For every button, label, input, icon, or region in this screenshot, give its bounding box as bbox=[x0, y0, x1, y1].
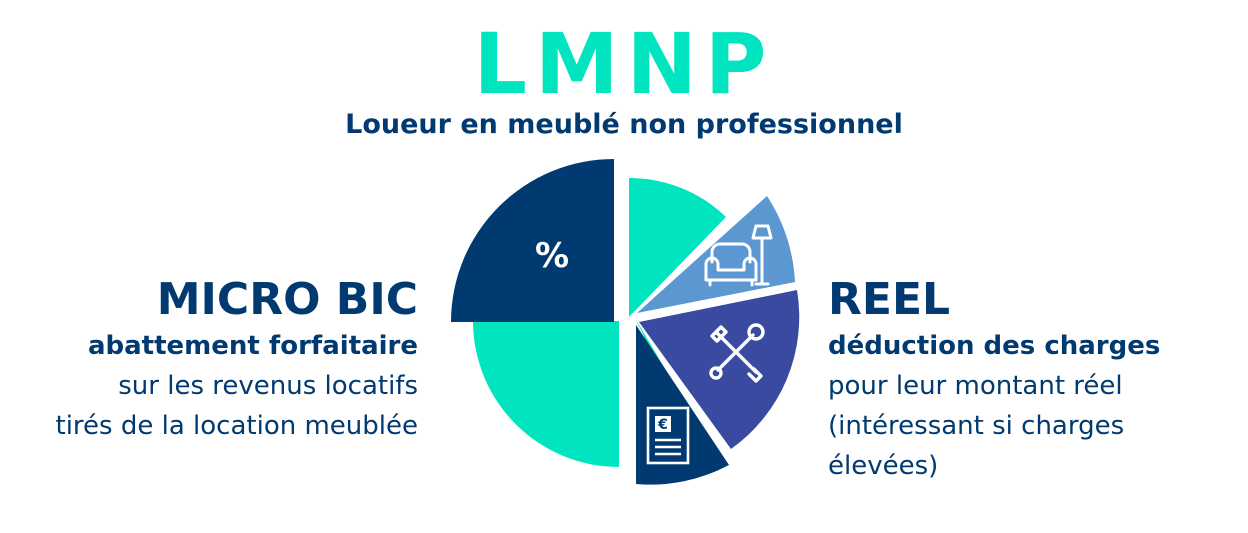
pie-segment-micro-bic-percent bbox=[451, 159, 614, 322]
micro-bic-emphasis: abattement forfaitaire bbox=[87, 331, 418, 361]
reel-line-1: pour leur montant réel bbox=[828, 371, 1123, 401]
tools-icon bbox=[709, 323, 765, 383]
svg-text:€: € bbox=[657, 417, 668, 433]
pie-segment-reel-top bbox=[629, 177, 726, 317]
percent-icon: % bbox=[535, 236, 569, 276]
reel-line-3: élevées) bbox=[828, 451, 939, 481]
armchair-lamp-icon bbox=[704, 224, 773, 287]
reel-emphasis: déduction des charges bbox=[828, 331, 1161, 361]
pie-segment-reel-invoice bbox=[636, 325, 729, 485]
euro-document-icon: € bbox=[646, 406, 690, 465]
reel-block: REEL déduction des charges pour leur mon… bbox=[828, 274, 1228, 486]
reel-line-2: (intéressant si charges bbox=[828, 411, 1125, 441]
pie-segment-micro-bic-lower bbox=[473, 321, 619, 467]
micro-bic-block: MICRO BIC abattement forfaitaire sur les… bbox=[0, 274, 418, 446]
micro-bic-line-2: tirés de la location meublée bbox=[55, 411, 418, 441]
micro-bic-line-1: sur les revenus locatifs bbox=[118, 371, 418, 401]
micro-bic-heading: MICRO BIC bbox=[156, 274, 418, 325]
reel-heading: REEL bbox=[828, 274, 951, 325]
page-subtitle: Loueur en meublé non professionnel bbox=[345, 109, 903, 140]
page-title: LMNP bbox=[473, 15, 775, 113]
